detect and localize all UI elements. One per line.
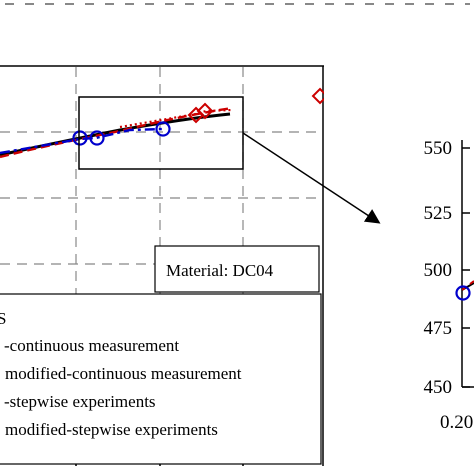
main-chart: Material: DC04 S -continuous measurement… <box>0 65 324 466</box>
curve-modified-stepwise <box>119 108 233 129</box>
plot-frame <box>0 65 324 466</box>
stepwise-marker <box>72 130 88 146</box>
zoom-y-tick-label: 475 <box>424 318 453 339</box>
zoom-chart: 550 525 500 475 450 0.20 <box>424 138 474 433</box>
legend-title: S <box>0 309 6 328</box>
material-label: Material: DC04 <box>166 261 274 280</box>
modified-stepwise-marker <box>311 87 324 105</box>
zoom-y-tick-label: 525 <box>424 203 453 224</box>
zoom-stepwise-marker <box>455 285 471 301</box>
zoom-y-tick-label: 500 <box>424 260 453 281</box>
stepwise-marker <box>155 121 171 137</box>
modified-stepwise-marker <box>196 102 214 120</box>
curves <box>0 87 324 159</box>
legend-entry-label: -stepwise experiments <box>4 392 156 411</box>
zoom-x-tick-label: 0.20 <box>440 412 473 433</box>
stepwise-marker <box>89 130 105 146</box>
zoom-y-tick-label: 450 <box>424 377 453 398</box>
legend-entry-label: modified-stepwise experiments <box>5 420 218 439</box>
zoom-curves <box>462 280 474 291</box>
legend: S -continuous measurement modified-contin… <box>0 293 322 465</box>
zoom-y-tick-label: 550 <box>424 138 453 159</box>
material-label-box: Material: DC04 <box>154 245 320 293</box>
legend-entry-label: modified-continuous measurement <box>5 364 242 383</box>
legend-entry-label: -continuous measurement <box>4 336 179 355</box>
zoom-arrow <box>242 132 381 224</box>
